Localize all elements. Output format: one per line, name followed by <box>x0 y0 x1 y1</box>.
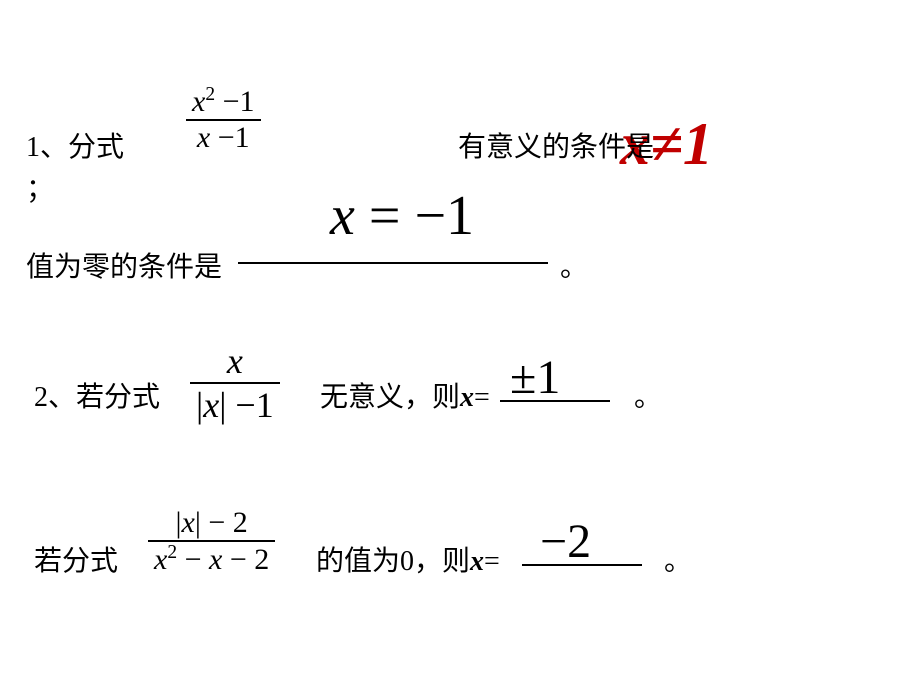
q2-var: x <box>460 382 474 413</box>
q3-mid-cn: 的值为0，则 <box>316 546 470 577</box>
q2-frac-numerator: x <box>221 340 249 382</box>
q1-answer2-math: x = −1 <box>330 184 474 248</box>
q2-mid-text: 无意义，则x= <box>320 378 490 417</box>
q1-prefix: 1、分式 <box>26 128 124 167</box>
q1-zero-text: 值为零的条件是 <box>26 248 222 287</box>
q1-period: 。 <box>560 248 588 287</box>
q2-mid-cn: 无意义，则 <box>320 382 460 413</box>
q3-var: x <box>470 546 484 577</box>
q2-prefix: 2、若分式 <box>34 378 160 417</box>
q3-fraction: |x| − 2 x2 − x − 2 <box>148 506 275 577</box>
q1-frac-numerator: x2 −1 <box>186 84 261 119</box>
q1-underline <box>238 262 548 264</box>
q1-fraction: x2 −1 x −1 <box>186 84 261 155</box>
q2-frac-denominator: |x| −1 <box>190 384 280 426</box>
q2-period: 。 <box>634 378 662 417</box>
q3-answer: −2 <box>540 514 591 569</box>
q1-condition-text: 有意义的条件是 <box>458 128 654 167</box>
q3-frac-numerator: |x| − 2 <box>169 506 253 540</box>
q2-fraction: x |x| −1 <box>190 340 280 426</box>
q3-eq: = <box>484 546 500 577</box>
q3-period: 。 <box>664 542 692 581</box>
q2-answer: ±1 <box>510 350 560 405</box>
q1-frac-denominator: x −1 <box>191 121 256 155</box>
q2-underline <box>500 400 610 402</box>
q3-mid-text: 的值为0，则x= <box>316 542 500 581</box>
q3-underline <box>522 564 642 566</box>
q3-prefix: 若分式 <box>34 542 118 581</box>
q3-frac-denominator: x2 − x − 2 <box>148 542 275 577</box>
q1-semicolon: ； <box>26 170 54 209</box>
q2-eq: = <box>474 382 490 413</box>
